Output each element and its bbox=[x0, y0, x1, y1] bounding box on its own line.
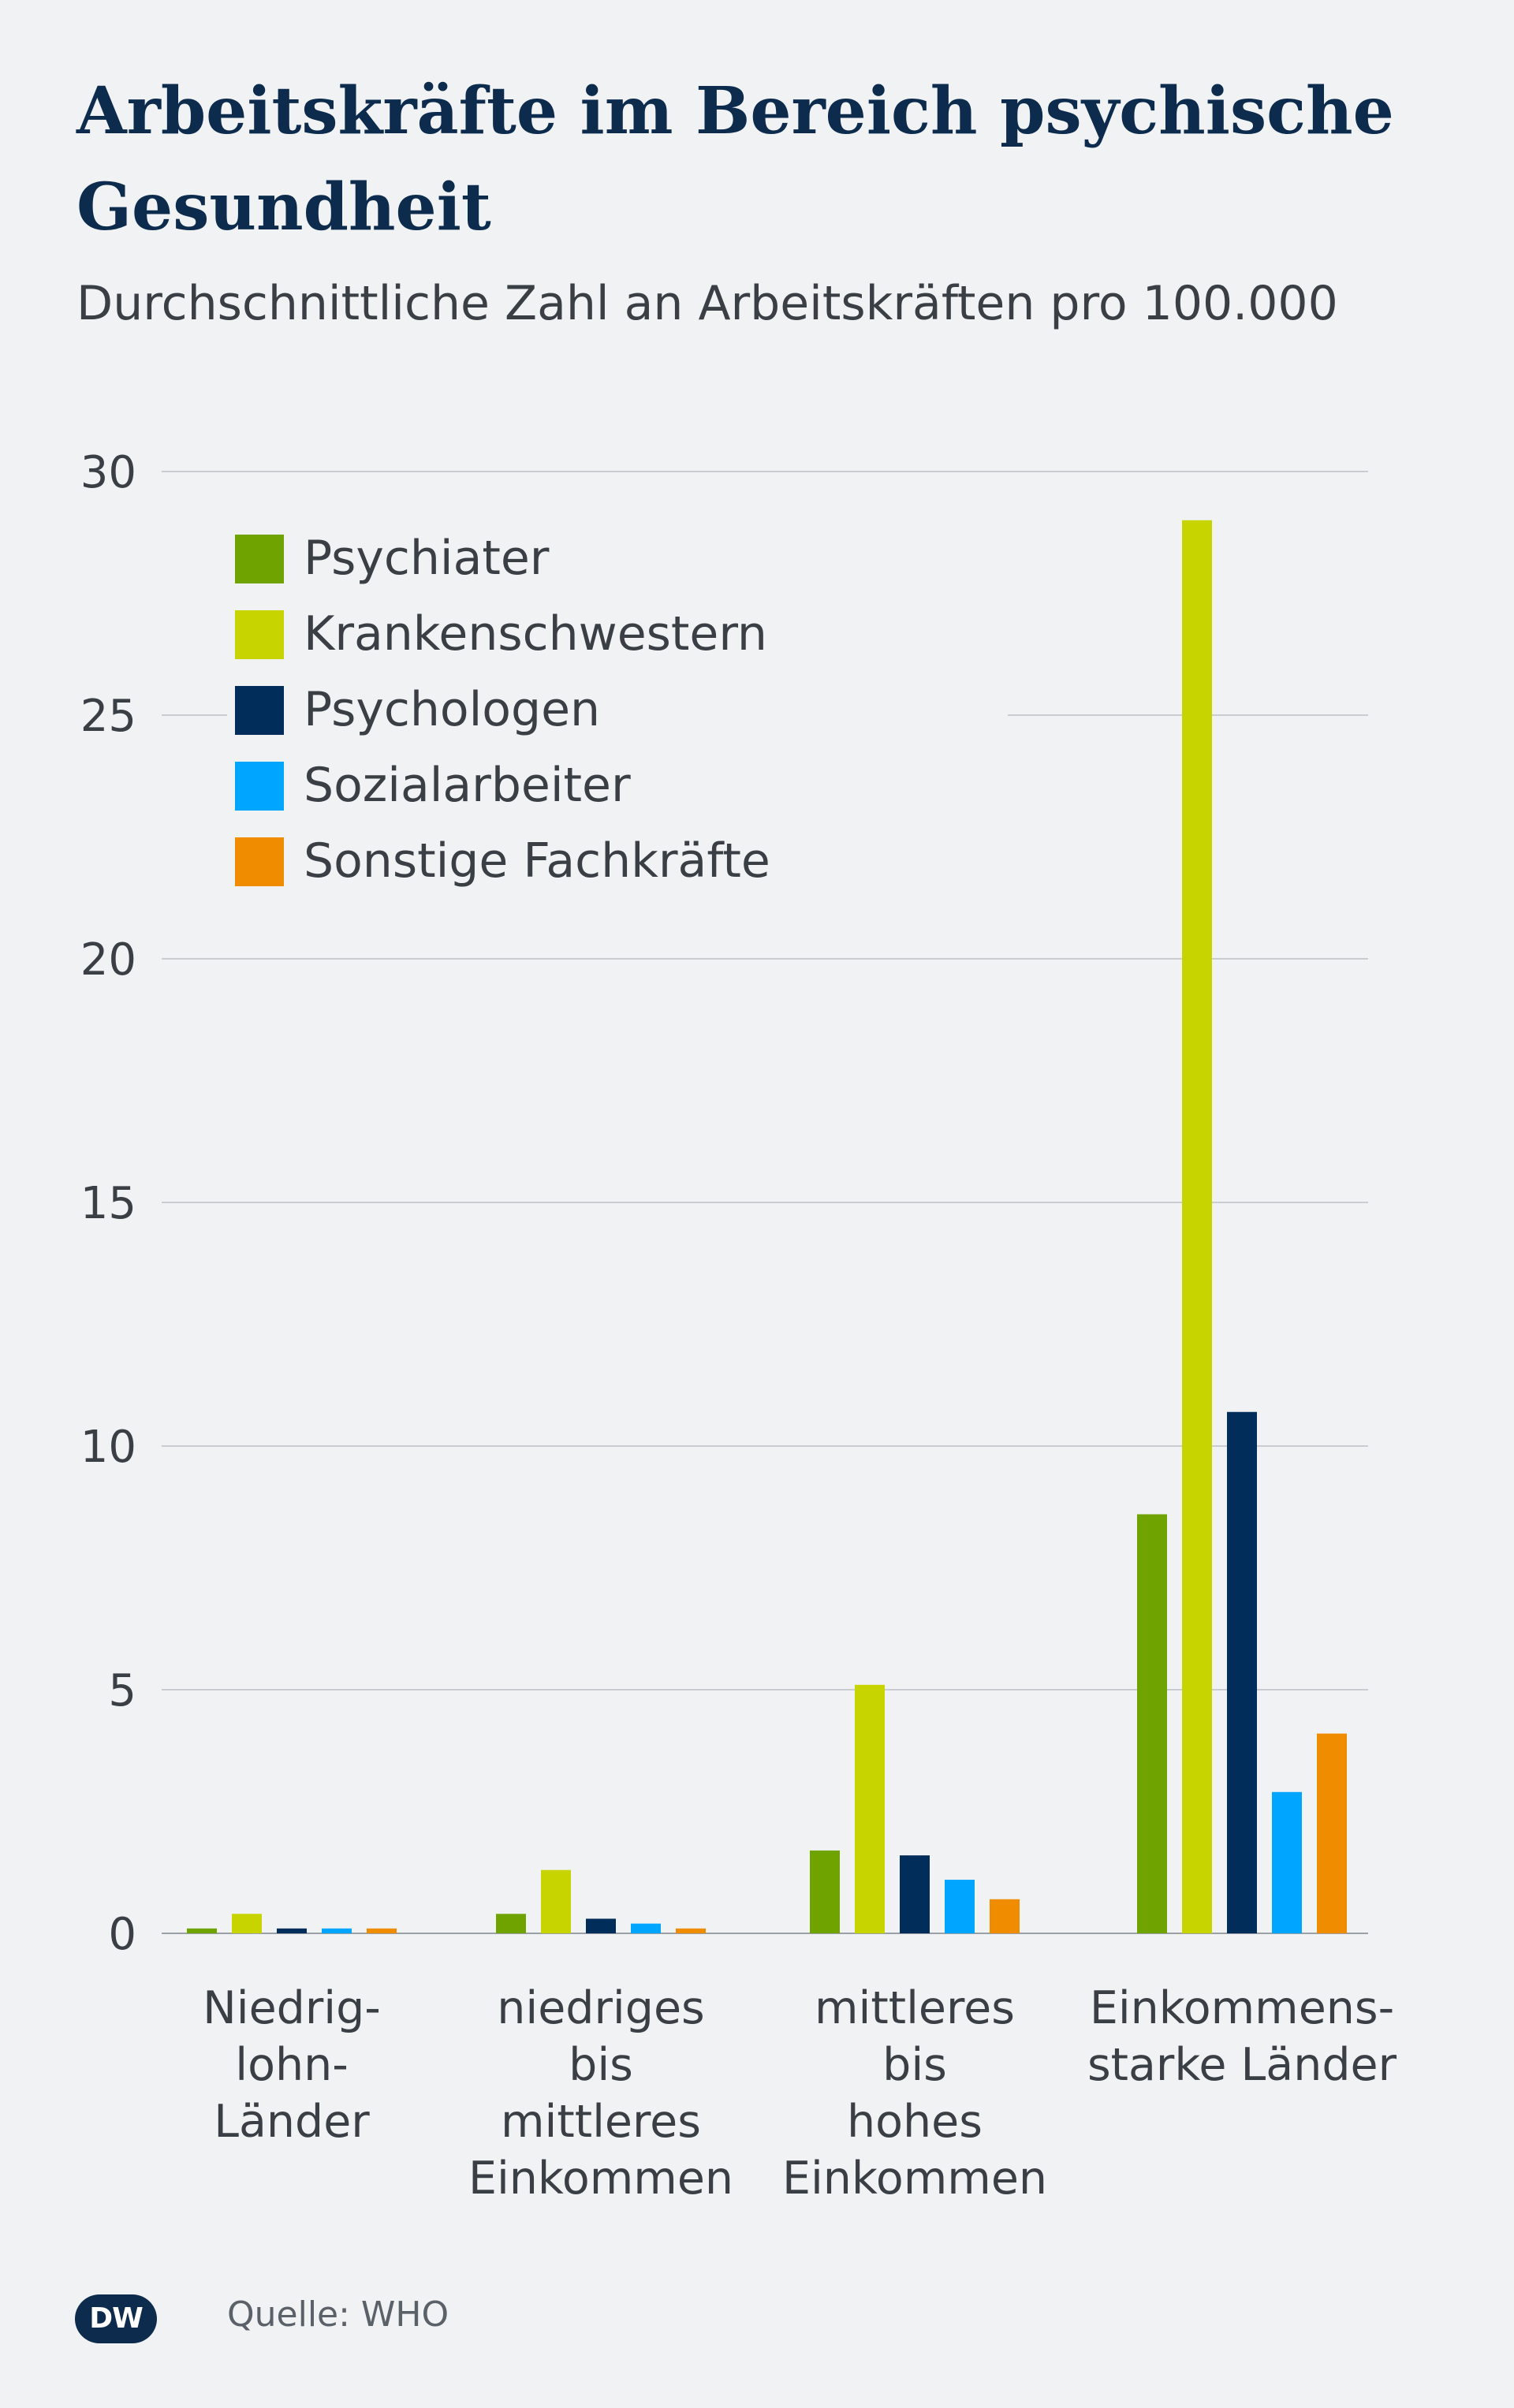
source-note: Quelle: WHO bbox=[227, 2294, 449, 2335]
bar-0-2 bbox=[810, 1850, 840, 1933]
bar-3-0 bbox=[322, 1928, 352, 1933]
bar-0-0 bbox=[187, 1928, 217, 1933]
category-label-line: hohes bbox=[847, 2096, 983, 2148]
bar-1-0 bbox=[232, 1914, 262, 1933]
category-label: mittleres bis hohes Einkommen bbox=[782, 1982, 1047, 2205]
category-label-line: bis bbox=[882, 2039, 947, 2091]
y-tick-label: 10 bbox=[80, 1422, 136, 1473]
legend-label: Psychiater bbox=[304, 531, 550, 586]
legend-label: Krankenschwestern bbox=[304, 606, 767, 662]
legend-swatch bbox=[235, 762, 284, 811]
category-label-line: Länder bbox=[214, 2096, 370, 2148]
bar-1-1 bbox=[541, 1869, 571, 1933]
y-axis-ticks: 0 5 10 15 20 25 30 bbox=[80, 447, 136, 1960]
category-label-line: mittleres bbox=[501, 2096, 701, 2148]
legend-swatch bbox=[235, 686, 284, 735]
bar-1-3 bbox=[1182, 520, 1212, 1933]
y-tick-label: 15 bbox=[80, 1178, 136, 1229]
y-tick-label: 25 bbox=[80, 691, 136, 742]
category-label: Niedrig-lohn-Länder bbox=[203, 1982, 381, 2148]
category-label: niedriges bis mittleres Einkommen bbox=[468, 1982, 733, 2205]
category-label-line: Niedrig- bbox=[203, 1982, 381, 2034]
bar-0-1 bbox=[496, 1914, 526, 1933]
legend-swatch bbox=[235, 535, 284, 583]
bar-4-3 bbox=[1317, 1733, 1347, 1933]
category-label-line: Einkommen bbox=[782, 2153, 1047, 2205]
dw-logo: DW bbox=[75, 2294, 157, 2343]
bar-2-2 bbox=[900, 1855, 930, 1933]
legend-label: Psychologen bbox=[304, 682, 600, 737]
y-tick-label: 0 bbox=[108, 1909, 136, 1960]
legend-label: Sozialarbeiter bbox=[304, 758, 631, 813]
chart-title: Arbeitskräfte im Bereich psychische Gesu… bbox=[76, 73, 1394, 245]
category-label-line: bis bbox=[569, 2039, 633, 2091]
bars bbox=[187, 520, 1347, 1933]
y-tick-label: 5 bbox=[108, 1665, 136, 1717]
category-label-line: Einkommens- bbox=[1090, 1982, 1394, 2034]
legend-label: Sonstige Fachkräfte bbox=[304, 833, 770, 889]
bar-3-2 bbox=[945, 1880, 975, 1933]
bar-2-3 bbox=[1227, 1411, 1257, 1933]
y-tick-label: 20 bbox=[80, 934, 136, 986]
category-label-line: starke Länder bbox=[1087, 2039, 1397, 2091]
bar-4-1 bbox=[676, 1928, 706, 1933]
bar-3-1 bbox=[631, 1923, 661, 1933]
chart-subtitle: Durchschnittliche Zahl an Arbeitskräften… bbox=[76, 276, 1338, 331]
bar-2-1 bbox=[586, 1918, 616, 1933]
legend-swatch bbox=[235, 610, 284, 659]
y-tick-label: 30 bbox=[80, 447, 136, 498]
bar-4-0 bbox=[367, 1928, 397, 1933]
category-label-line: niedriges bbox=[497, 1982, 704, 2034]
category-label: Einkommens-starke Länder bbox=[1087, 1982, 1397, 2091]
legend-background bbox=[227, 505, 1008, 907]
bar-0-3 bbox=[1137, 1514, 1167, 1933]
legend-swatch bbox=[235, 837, 284, 886]
bar-3-3 bbox=[1272, 1791, 1302, 1933]
bar-2-0 bbox=[277, 1928, 307, 1933]
category-label-line: lohn- bbox=[235, 2039, 349, 2091]
category-label-line: Einkommen bbox=[468, 2153, 733, 2205]
category-label-line: mittleres bbox=[815, 1982, 1015, 2034]
legend: Psychiater Krankenschwestern Psychologen So… bbox=[227, 505, 1008, 907]
bar-1-2 bbox=[855, 1684, 885, 1933]
bar-4-2 bbox=[990, 1899, 1020, 1933]
